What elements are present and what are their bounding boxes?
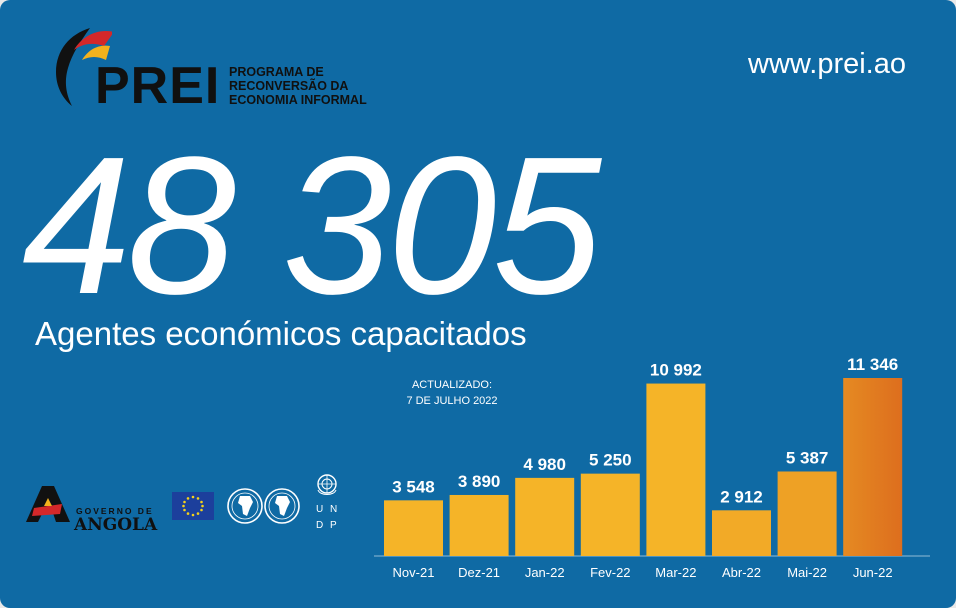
prei-logo: PREI PROGRAMA DE RECONVERSÃO DA ECONOMIA… (52, 24, 392, 114)
x-tick-label: Jun-22 (853, 565, 893, 580)
angola-line2: ANGOLA (74, 515, 158, 535)
headline-number: 48 305 (22, 116, 601, 335)
x-tick-label: Mai-22 (787, 565, 827, 580)
bar-Dez-21 (449, 494, 509, 556)
bar-value-label: 4 980 (523, 455, 566, 474)
updated-note: ACTUALIZADO: 7 DE JULHO 2022 (392, 377, 512, 409)
bar-value-label: 3 548 (392, 477, 435, 496)
undp-letter: N (330, 504, 338, 515)
undp-letter: U (316, 504, 324, 515)
x-tick-label: Mar-22 (655, 565, 696, 580)
bar-value-label: 3 890 (458, 472, 501, 491)
bar-Abr-22 (712, 510, 771, 556)
prei-swoosh-icon (56, 28, 112, 106)
bar-Mar-22 (646, 383, 706, 556)
undp-logo: U N D P (312, 470, 342, 536)
bar-value-label: 5 387 (786, 448, 829, 467)
un-emblem-icon (312, 470, 342, 500)
bar-value-label: 2 912 (720, 487, 763, 506)
angola-line1: GOVERNO DE (76, 506, 154, 516)
eu-flag-icon (172, 492, 214, 520)
sponsor-logos: GOVERNO DE ANGOLA (24, 470, 354, 540)
logo-subtitle: PROGRAMA DE RECONVERSÃO DA ECONOMIA INFO… (229, 65, 399, 107)
bar-chart-svg: 3 548 Nov-21 3 890 Dez-21 4 980 Jan-22 5 250 Fe… (374, 355, 930, 580)
logo-subtitle-line: RECONVERSÃO DA (229, 79, 349, 93)
x-tick-label: Fev-22 (590, 565, 630, 580)
angola-flag-icon (26, 486, 70, 522)
logo-subtitle-line: ECONOMIA INFORMAL (229, 93, 367, 107)
monthly-bar-chart: 3 548 Nov-21 3 890 Dez-21 4 980 Jan-22 5 250 Fe… (374, 350, 934, 590)
bar-Fev-22 (580, 473, 640, 556)
bar-Nov-21 (384, 500, 443, 556)
bar-Jan-22 (515, 477, 575, 556)
undp-letter: P (330, 520, 337, 531)
website-link[interactable]: www.prei.ao (748, 48, 906, 80)
updated-label: ACTUALIZADO: (411, 379, 493, 391)
african-development-bank-logo (227, 488, 300, 524)
x-tick-label: Abr-22 (722, 565, 761, 580)
undp-letter: D (316, 520, 324, 531)
bar-value-label: 5 250 (589, 451, 632, 470)
bar-value-label: 11 346 (847, 355, 898, 374)
x-tick-label: Jan-22 (525, 565, 565, 580)
updated-date: 7 DE JULHO 2022 (406, 395, 498, 407)
x-tick-label: Nov-21 (393, 565, 435, 580)
logo-word: PREI (95, 57, 221, 115)
bar-Jun-22 (843, 378, 903, 556)
logo-subtitle-line: PROGRAMA DE (229, 65, 324, 79)
bar-value-label: 10 992 (650, 361, 702, 380)
headline-subtitle: Agentes económicos capacitados (35, 315, 527, 352)
x-tick-label: Dez-21 (458, 565, 500, 580)
angola-government-logo: GOVERNO DE ANGOLA (24, 484, 354, 540)
bar-Mai-22 (777, 471, 837, 556)
